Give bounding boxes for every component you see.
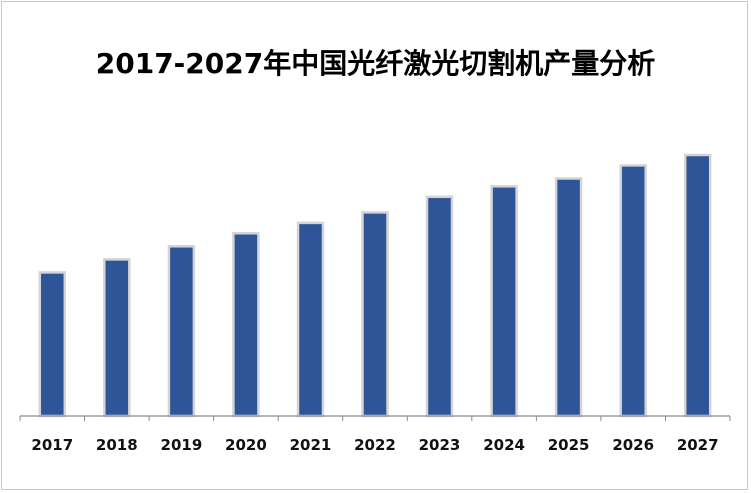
x-tick-label-2027: 2027 xyxy=(677,436,719,454)
x-tick-label-2023: 2023 xyxy=(419,436,461,454)
bar-2018 xyxy=(103,258,131,418)
x-tick-label-2021: 2021 xyxy=(290,436,332,454)
x-tick-label-2019: 2019 xyxy=(161,436,203,454)
x-tick-label-2020: 2020 xyxy=(225,436,267,454)
bar-2021 xyxy=(296,221,325,418)
bar-2025 xyxy=(554,177,583,418)
x-tick-label-2024: 2024 xyxy=(483,436,525,454)
bar-2017 xyxy=(38,271,67,418)
bar-2027 xyxy=(683,153,712,418)
x-tick-label-2017: 2017 xyxy=(31,436,73,454)
x-tick-label-2025: 2025 xyxy=(548,436,590,454)
bar-2020 xyxy=(232,232,260,418)
bars-group xyxy=(38,153,712,418)
chart-title: 2017-2027年中国光纤激光切割机产量分析 xyxy=(95,47,656,80)
bar-2023 xyxy=(425,195,454,418)
x-tick-marks xyxy=(19,416,731,421)
bar-2024 xyxy=(490,185,518,418)
bar-2022 xyxy=(361,211,389,418)
x-tick-label-2026: 2026 xyxy=(612,436,654,454)
x-tick-labels: 2017 2018 2019 2020 2021 2022 2023 2024 2025 2026… xyxy=(31,436,718,454)
bar-2019 xyxy=(167,245,196,418)
bar-2026 xyxy=(619,164,647,418)
x-tick-label-2022: 2022 xyxy=(354,436,396,454)
x-tick-label-2018: 2018 xyxy=(96,436,138,454)
